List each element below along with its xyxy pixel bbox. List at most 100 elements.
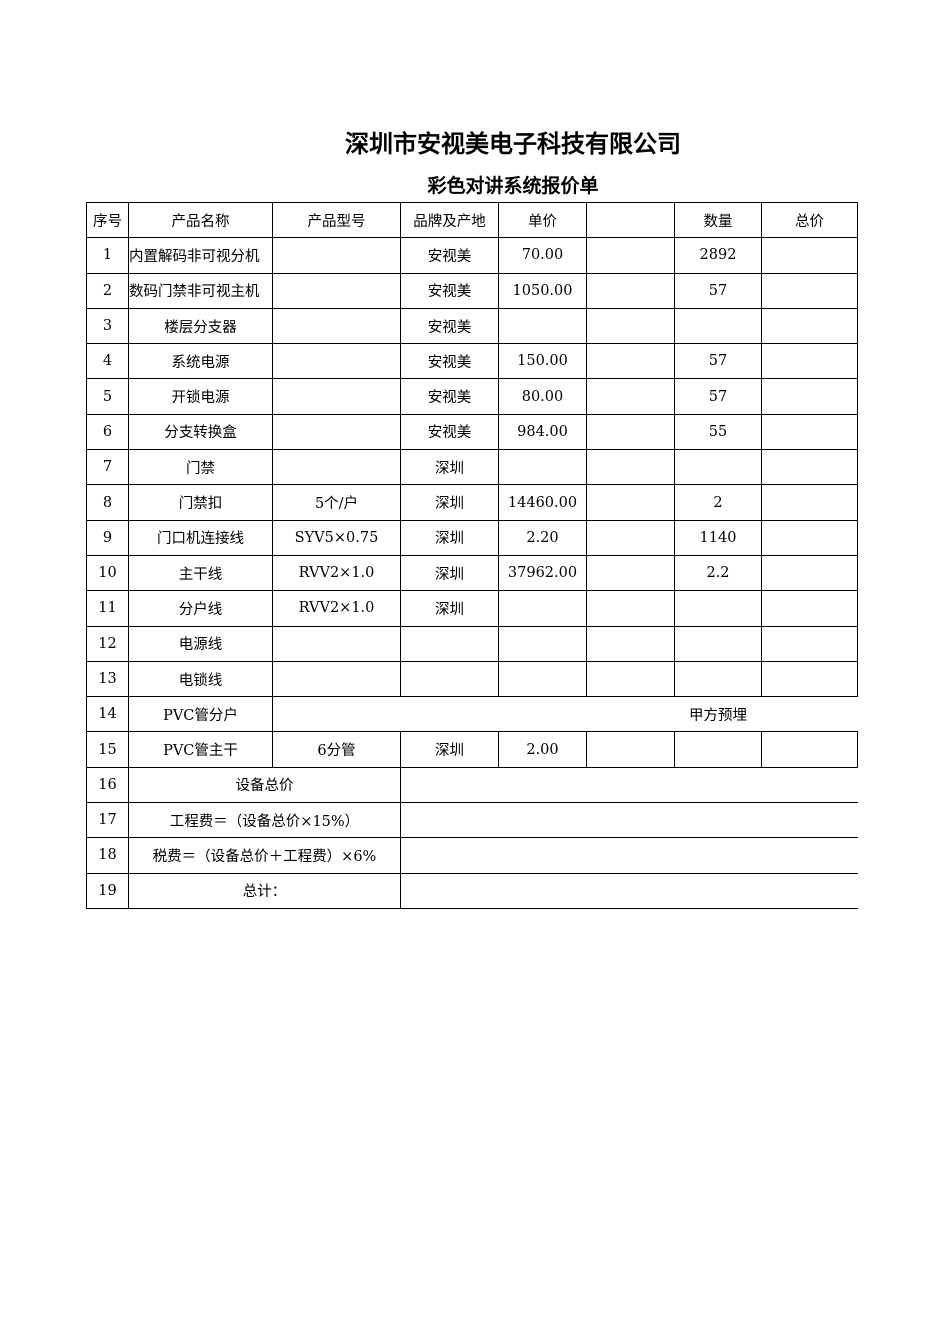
table-cell: 1140 — [674, 519, 762, 556]
table-cell: 分支转换盒 — [128, 413, 273, 451]
table-cell — [272, 378, 401, 415]
table-cell: 57 — [674, 343, 762, 380]
table-cell — [272, 625, 401, 662]
table-row: 2 数码门禁非可视主机 安视美 1050.00 57 — [86, 272, 858, 309]
table-row: 14 PVC管分户 甲方预埋 — [86, 696, 858, 733]
table-row: 4 系统电源 安视美 150.00 57 — [86, 343, 858, 380]
table-cell: 安视美 — [400, 378, 499, 415]
table-cell: 17 — [86, 802, 129, 839]
table-cell: 14460.00 — [498, 484, 587, 521]
table-row: 12 电源线 — [86, 625, 858, 662]
table-cell: 安视美 — [400, 307, 499, 345]
summary-label: 工程费＝（设备总价×15%） — [128, 802, 401, 839]
table-cell: 6分管 — [272, 731, 401, 768]
table-cell — [586, 307, 675, 345]
table-cell: 深圳 — [400, 590, 499, 627]
table-cell — [586, 378, 675, 415]
table-cell — [761, 307, 858, 345]
table-row: 1 内置解码非可视分机 安视美 70.00 2892 — [86, 237, 858, 274]
table-cell: 9 — [86, 519, 129, 556]
table-cell: PVC管分户 — [128, 696, 273, 733]
table-cell — [498, 660, 587, 698]
table-cell: 分户线 — [128, 590, 273, 627]
table-cell: 12 — [86, 625, 129, 662]
table-cell: 5个/户 — [272, 484, 401, 521]
table-cell — [400, 625, 499, 662]
table-row: 7 门禁 深圳 — [86, 449, 858, 486]
summary-label: 总计： — [128, 872, 401, 909]
table-row: 5 开锁电源 安视美 80.00 57 — [86, 378, 858, 415]
header-cell: 品牌及产地 — [400, 201, 499, 239]
table-cell: 深圳 — [400, 519, 499, 556]
summary-label: 税费＝（设备总价＋工程费）×6% — [128, 837, 401, 874]
table-cell — [586, 554, 675, 592]
table-cell: 2.00 — [498, 731, 587, 768]
table-cell — [761, 731, 858, 768]
table-cell: 3 — [86, 307, 129, 345]
table-cell — [586, 519, 675, 556]
table-cell: 19 — [86, 872, 129, 909]
table-cell — [272, 307, 401, 345]
table-cell: 15 — [86, 731, 129, 768]
table-cell — [761, 519, 858, 556]
table-cell — [272, 413, 401, 451]
table-cell — [761, 413, 858, 451]
header-cell: 单价 — [498, 201, 587, 239]
table-cell — [761, 554, 858, 592]
table-cell — [498, 625, 587, 662]
summary-label: 设备总价 — [128, 766, 401, 804]
table-row: 15 PVC管主干 6分管 深圳 2.00 — [86, 731, 858, 768]
table-cell — [761, 484, 858, 521]
table-cell: 16 — [86, 766, 129, 804]
table-cell — [586, 343, 675, 380]
table-cell — [761, 237, 858, 274]
table-cell: 门口机连接线 — [128, 519, 273, 556]
table-cell: 55 — [674, 413, 762, 451]
table-cell: 1 — [86, 237, 129, 274]
table-row: 16 设备总价 — [86, 766, 858, 804]
table-cell: 57 — [674, 272, 762, 309]
table-cell — [498, 590, 587, 627]
table-cell: 内置解码非可视分机 — [128, 237, 273, 274]
table-cell: 70.00 — [498, 237, 587, 274]
table-cell: 11 — [86, 590, 129, 627]
table-cell — [761, 590, 858, 627]
quotation-table: 序号 产品名称 产品型号 品牌及产地 单价 数量 总价 1 内置解码非可视分机 安视美 70.00 2… — [86, 201, 858, 909]
table-cell — [272, 272, 401, 309]
table-cell: 7 — [86, 449, 129, 486]
table-cell: 2 — [86, 272, 129, 309]
blank-cell — [761, 696, 858, 733]
table-cell: 深圳 — [400, 731, 499, 768]
table-row: 6 分支转换盒 安视美 984.00 55 — [86, 413, 858, 451]
table-cell — [674, 590, 762, 627]
table-cell — [586, 625, 675, 662]
table-cell: 6 — [86, 413, 129, 451]
table-cell — [272, 343, 401, 380]
table-cell: 5 — [86, 378, 129, 415]
table-cell: 2892 — [674, 237, 762, 274]
table-row: 18 税费＝（设备总价＋工程费）×6% — [86, 837, 858, 874]
table-cell: RVV2×1.0 — [272, 554, 401, 592]
table-cell: 150.00 — [498, 343, 587, 380]
table-cell — [586, 484, 675, 521]
table-cell: RVV2×1.0 — [272, 590, 401, 627]
table-row: 8 门禁扣 5个/户 深圳 14460.00 2 — [86, 484, 858, 521]
table-cell — [586, 413, 675, 451]
table-cell — [761, 272, 858, 309]
summary-value — [400, 766, 858, 804]
table-cell: 安视美 — [400, 413, 499, 451]
table-cell: 开锁电源 — [128, 378, 273, 415]
table-cell: 深圳 — [400, 484, 499, 521]
table-cell: 80.00 — [498, 378, 587, 415]
table-cell: SYV5×0.75 — [272, 519, 401, 556]
table-cell — [674, 307, 762, 345]
table-cell: 安视美 — [400, 343, 499, 380]
table-cell — [761, 660, 858, 698]
table-row: 3 楼层分支器 安视美 — [86, 307, 858, 345]
header-cell: 数量 — [674, 201, 762, 239]
table-cell — [761, 378, 858, 415]
table-cell — [674, 731, 762, 768]
header-cell: 产品型号 — [272, 201, 401, 239]
table-cell — [586, 660, 675, 698]
table-cell — [586, 590, 675, 627]
